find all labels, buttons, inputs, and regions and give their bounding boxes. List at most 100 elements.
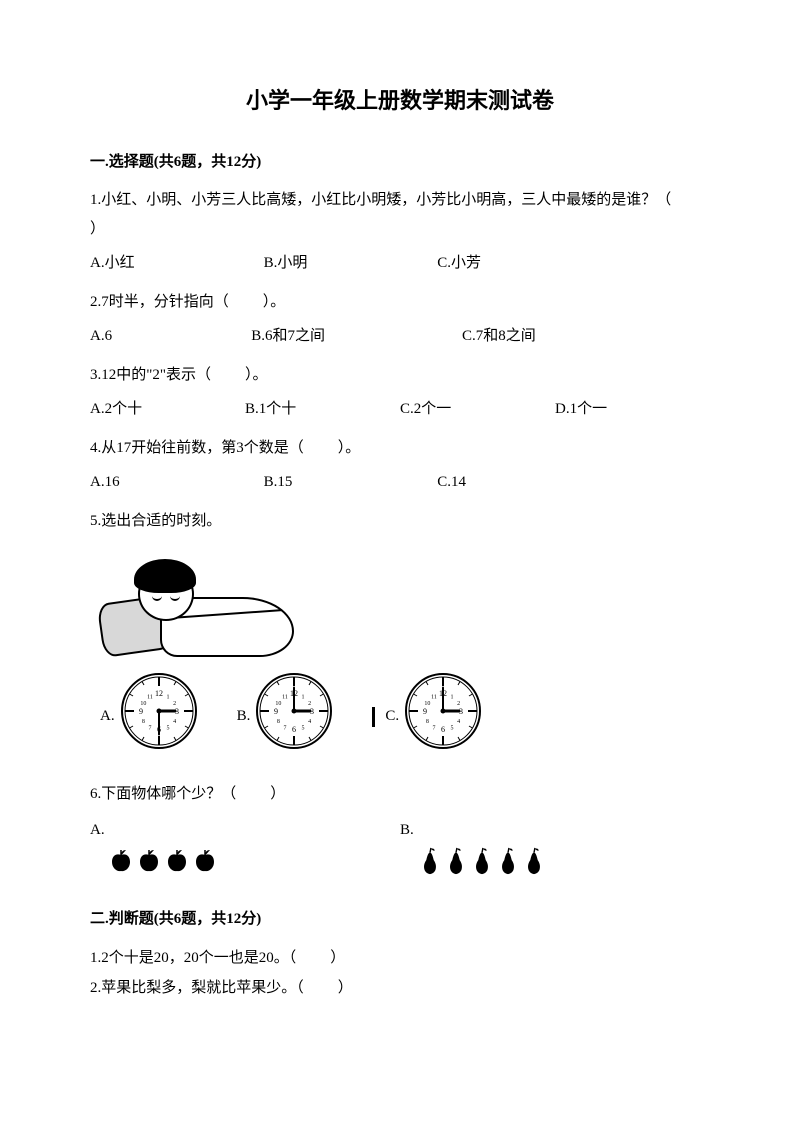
q3-text-start: 3.12中的"2"表示（ [90, 367, 211, 383]
s2-q2-end: ） [338, 980, 353, 996]
s2-q1: 1.2个十是20，20个一也是20。（ ） [90, 944, 710, 973]
svg-text:4: 4 [308, 719, 311, 725]
svg-text:4: 4 [457, 719, 460, 725]
svg-text:10: 10 [140, 701, 146, 707]
q4-text: 4.从17开始往前数，第3个数是（ ）。 [90, 434, 710, 463]
q1-options: A.小红 B.小明 C.小芳 [90, 249, 710, 278]
svg-text:5: 5 [451, 726, 454, 732]
svg-text:6: 6 [292, 725, 296, 734]
q2-text: 2.7时半，分针指向（ ）。 [90, 288, 710, 317]
q3-opt-a: A.2个十 [90, 395, 245, 424]
pear-icon [496, 847, 520, 886]
q2-opt-b: B.6和7之间 [251, 322, 462, 351]
svg-text:9: 9 [423, 707, 427, 716]
svg-text:2: 2 [457, 701, 460, 707]
svg-text:11: 11 [431, 695, 437, 701]
apple-icon [136, 847, 162, 884]
q3-opt-b: B.1个十 [245, 395, 400, 424]
q6-opt-b: B. [400, 816, 710, 885]
s2-q2: 2.苹果比梨多，梨就比苹果少。（ ） [90, 974, 710, 1003]
svg-text:4: 4 [173, 719, 176, 725]
pear-icon [444, 847, 468, 886]
page: 小学一年级上册数学期末测试卷 一.选择题(共6题，共12分) 1.小红、小明、小… [0, 0, 800, 1131]
q6-options: A. B. [90, 816, 710, 885]
svg-text:1: 1 [166, 695, 169, 701]
svg-text:1: 1 [302, 695, 305, 701]
svg-text:9: 9 [274, 707, 278, 716]
q4-opt-c: C.14 [437, 468, 611, 497]
apple-icon [108, 847, 134, 884]
q4-text-start: 4.从17开始往前数，第3个数是（ [90, 440, 304, 456]
q4-options: A.16 B.15 C.14 [90, 468, 710, 497]
svg-text:11: 11 [282, 695, 288, 701]
svg-text:12: 12 [155, 689, 163, 698]
q2-opt-c: C.7和8之间 [462, 322, 673, 351]
svg-text:10: 10 [276, 701, 282, 707]
svg-text:11: 11 [147, 695, 153, 701]
q1-text: 1.小红、小明、小芳三人比高矮，小红比小明矮，小芳比小明高，三人中最矮的是谁？（… [90, 186, 710, 243]
svg-text:5: 5 [302, 726, 305, 732]
section2-header: 二.判断题(共6题，共12分) [90, 905, 710, 934]
q5-opt-c: C. 123691245781011 [372, 673, 481, 760]
q2-options: A.6 B.6和7之间 C.7和8之间 [90, 322, 710, 351]
q1-text-start: 1.小红、小明、小芳三人比高矮，小红比小明矮，小芳比小明高，三人中最矮的是谁？（ [90, 192, 671, 208]
pear-icon [470, 847, 494, 886]
q1-opt-b: B.小明 [264, 249, 438, 278]
svg-text:7: 7 [433, 726, 436, 732]
svg-text:8: 8 [277, 719, 280, 725]
s2-q2-text: 2.苹果比梨多，梨就比苹果少。（ [90, 980, 304, 996]
q5-opt-a: A. 123691245781011 [100, 673, 197, 760]
svg-text:7: 7 [284, 726, 287, 732]
q2-text-start: 2.7时半，分针指向（ [90, 294, 229, 310]
svg-text:6: 6 [441, 725, 445, 734]
apple-icon [192, 847, 218, 884]
svg-text:9: 9 [139, 707, 143, 716]
section1-header: 一.选择题(共6题，共12分) [90, 148, 710, 177]
q5-options: A. 123691245781011 B. 123691245781011 C.… [100, 673, 710, 760]
q6-opt-a: A. [90, 816, 400, 883]
svg-text:8: 8 [142, 719, 145, 725]
pear-icon [418, 847, 442, 886]
q6-opt-b-label: B. [400, 816, 710, 845]
clock-icon: 123691245781011 [405, 673, 481, 760]
q3-text: 3.12中的"2"表示（ ）。 [90, 361, 710, 390]
q5-opt-b-label: B. [237, 702, 251, 731]
q5-opt-c-label: C. [385, 702, 399, 731]
svg-text:2: 2 [173, 701, 176, 707]
clock-icon: 123691245781011 [256, 673, 332, 760]
q6-opt-a-label: A. [90, 816, 400, 845]
q6-text-end: ） [270, 786, 285, 802]
q4-opt-a: A.16 [90, 468, 264, 497]
q2-text-end: ）。 [263, 294, 286, 310]
q5-text: 5.选出合适的时刻。 [90, 507, 710, 536]
q3-opt-d: D.1个一 [555, 395, 710, 424]
page-title: 小学一年级上册数学期末测试卷 [90, 80, 710, 122]
clock-icon: 123691245781011 [121, 673, 197, 760]
q2-opt-a: A.6 [90, 322, 251, 351]
hair-shape [134, 559, 196, 593]
s2-q1-end: ） [330, 950, 345, 966]
svg-text:10: 10 [425, 701, 431, 707]
q1-text-end: ） [90, 221, 105, 237]
q6-text-start: 6.下面物体哪个少？（ [90, 786, 236, 802]
q4-opt-b: B.15 [264, 468, 438, 497]
pear-row [400, 847, 710, 886]
svg-text:5: 5 [166, 726, 169, 732]
pear-icon [522, 847, 546, 886]
svg-text:7: 7 [148, 726, 151, 732]
q1-opt-a: A.小红 [90, 249, 264, 278]
vertical-bar-icon [372, 707, 375, 727]
svg-text:2: 2 [308, 701, 311, 707]
q1-opt-c: C.小芳 [437, 249, 611, 278]
q3-options: A.2个十 B.1个十 C.2个一 D.1个一 [90, 395, 710, 424]
q5-opt-b: B. 123691245781011 [237, 673, 333, 760]
svg-text:8: 8 [426, 719, 429, 725]
q5-opt-a-label: A. [100, 702, 115, 731]
q4-text-end: ）。 [338, 440, 361, 456]
svg-text:1: 1 [451, 695, 454, 701]
q6-text: 6.下面物体哪个少？（ ） [90, 780, 710, 809]
q3-text-end: ）。 [245, 367, 268, 383]
q3-opt-c: C.2个一 [400, 395, 555, 424]
apple-icon [164, 847, 190, 884]
s2-q1-text: 1.2个十是20，20个一也是20。（ [90, 950, 296, 966]
